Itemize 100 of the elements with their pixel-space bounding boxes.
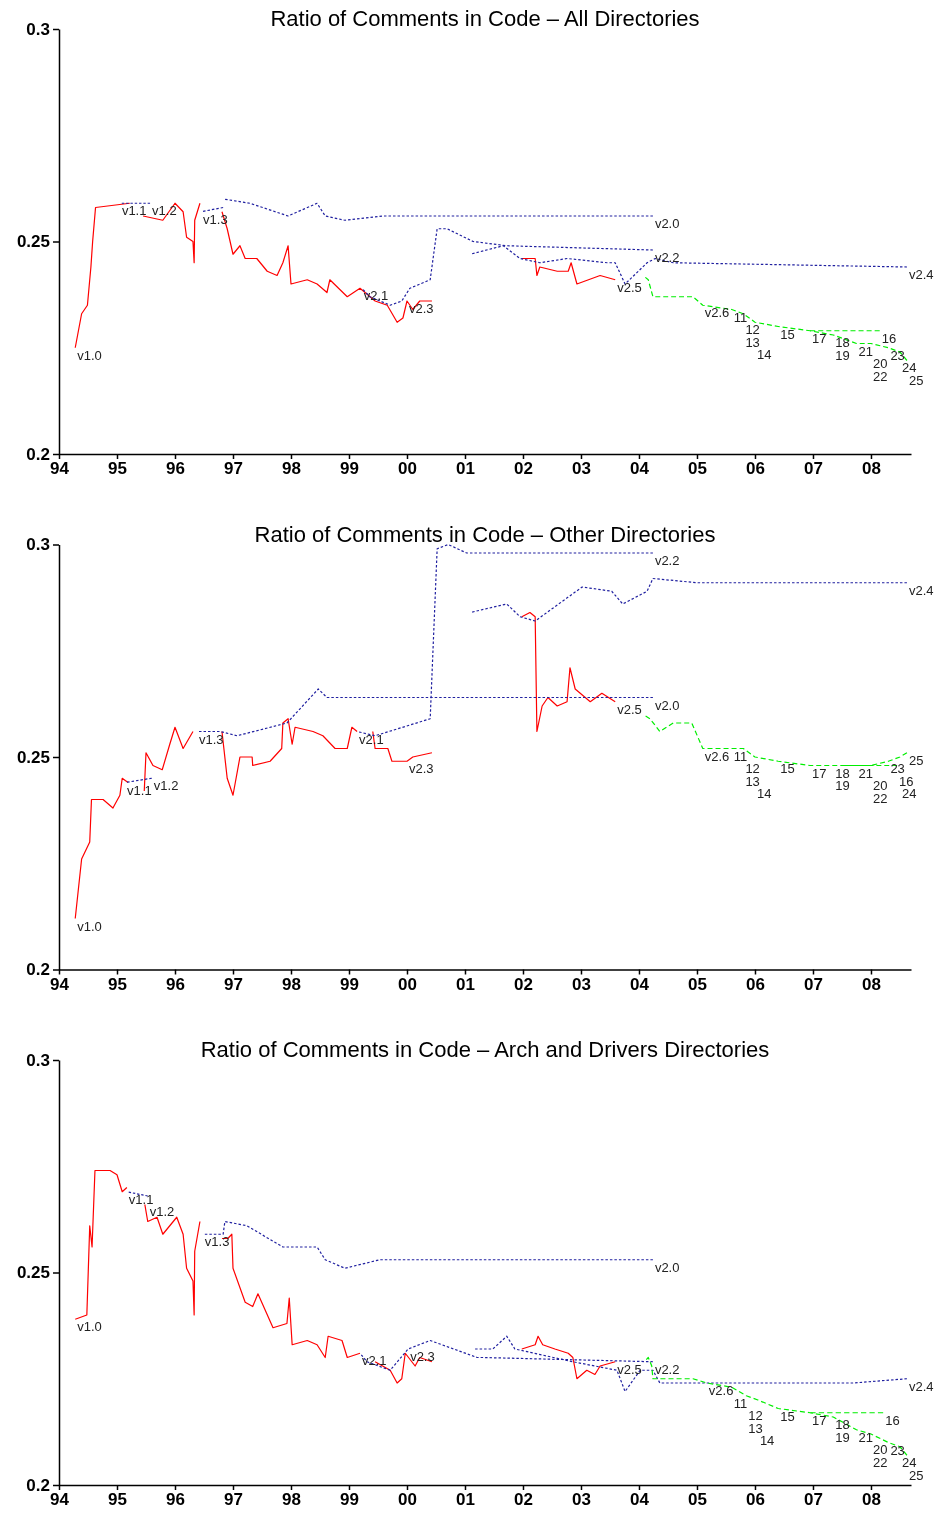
y-tick-label: 0.25 bbox=[16, 232, 50, 252]
annotation: 24 bbox=[901, 1455, 917, 1470]
x-tick-label: 08 bbox=[862, 459, 881, 479]
annotation: v2.5 bbox=[617, 279, 642, 295]
annotation: v2.2 bbox=[654, 250, 680, 265]
annotation: 17 bbox=[812, 330, 827, 346]
annotation: v2.2 bbox=[654, 1361, 680, 1377]
x-tick-label: 08 bbox=[862, 974, 881, 994]
annotation: 12 bbox=[748, 1408, 763, 1423]
annotation: v2.0 bbox=[654, 216, 680, 231]
annotation: v1.0 bbox=[77, 1319, 102, 1335]
annotation: v1.3 bbox=[204, 1234, 230, 1250]
y-tick-label: 0.3 bbox=[26, 1050, 50, 1070]
annotation: 23 bbox=[890, 1442, 905, 1458]
annotation: 17 bbox=[812, 1412, 827, 1428]
annotation: 11 bbox=[733, 309, 748, 325]
annotation: 20 bbox=[872, 778, 888, 793]
x-tick-label: 05 bbox=[688, 1490, 707, 1510]
x-tick-label: 95 bbox=[108, 1490, 127, 1510]
annotation: 25 bbox=[908, 752, 924, 768]
chart-title: Ratio of Comments in Code – Other Directories bbox=[254, 521, 716, 547]
annotation: 18 bbox=[835, 765, 850, 781]
annotation: v2.5 bbox=[617, 1361, 642, 1377]
x-tick-label: 06 bbox=[746, 459, 765, 479]
annotation: 13 bbox=[748, 1420, 763, 1436]
chart-title: Ratio of Comments in Code – All Directories bbox=[270, 6, 700, 31]
annotation: 19 bbox=[835, 1429, 850, 1445]
y-tick-label: 0.2 bbox=[26, 444, 50, 464]
x-tick-label: 05 bbox=[688, 459, 707, 479]
x-tick-label: 02 bbox=[514, 1490, 533, 1510]
x-tick-label: 05 bbox=[688, 974, 707, 994]
annotation: v2.2 bbox=[654, 553, 680, 568]
x-tick-label: 00 bbox=[398, 1490, 417, 1510]
x-tick-label: 02 bbox=[514, 974, 533, 994]
x-tick-label: 96 bbox=[166, 1490, 185, 1510]
x-tick-label: 07 bbox=[804, 974, 823, 994]
annotation: 22 bbox=[872, 368, 888, 384]
y-tick-label: 0.25 bbox=[16, 747, 50, 767]
annotation: 13 bbox=[745, 334, 760, 350]
annotation: v1.0 bbox=[77, 347, 102, 363]
annotation: 21 bbox=[858, 1429, 873, 1445]
x-tick-label: 03 bbox=[572, 1490, 591, 1510]
annotation: v2.4 bbox=[908, 1378, 934, 1394]
x-tick-label: 01 bbox=[456, 1490, 475, 1510]
x-tick-label: 04 bbox=[630, 459, 650, 479]
x-tick-label: 04 bbox=[630, 1490, 650, 1510]
x-tick-label: 99 bbox=[340, 974, 359, 994]
y-tick-label: 0.2 bbox=[26, 1475, 50, 1495]
annotation: 16 bbox=[885, 1412, 900, 1428]
annotation: 18 bbox=[835, 335, 850, 350]
annotation: 16 bbox=[881, 330, 897, 346]
annotation: 14 bbox=[759, 1433, 775, 1448]
annotation: 21 bbox=[858, 765, 873, 781]
x-tick-label: 98 bbox=[282, 1490, 301, 1510]
x-tick-label: 99 bbox=[340, 1490, 359, 1510]
annotation: 15 bbox=[780, 1408, 795, 1424]
annotation: 19 bbox=[835, 347, 850, 363]
x-tick-label: 97 bbox=[224, 974, 243, 994]
annotation: v2.6 bbox=[708, 1383, 734, 1398]
annotation: v1.1 bbox=[127, 782, 152, 798]
annotation: 18 bbox=[835, 1417, 850, 1432]
annotation: 17 bbox=[812, 765, 827, 781]
annotation: 14 bbox=[756, 786, 772, 801]
x-tick-label: 99 bbox=[340, 459, 359, 479]
annotation: 15 bbox=[780, 761, 795, 777]
annotation: 11 bbox=[733, 1395, 748, 1411]
x-tick-label: 08 bbox=[862, 1490, 881, 1510]
annotation: v2.6 bbox=[704, 748, 730, 764]
x-tick-label: 94 bbox=[50, 1490, 70, 1510]
annotation: v2.0 bbox=[654, 697, 680, 713]
x-tick-label: 06 bbox=[746, 1490, 765, 1510]
annotation: 21 bbox=[858, 343, 873, 359]
annotation: v1.3 bbox=[199, 731, 224, 747]
x-tick-label: 07 bbox=[804, 1490, 823, 1510]
y-tick-label: 0.3 bbox=[26, 19, 50, 39]
annotation: v1.2 bbox=[153, 778, 179, 794]
x-tick-label: 01 bbox=[456, 459, 475, 479]
x-tick-label: 00 bbox=[398, 974, 417, 994]
annotation: v2.3 bbox=[408, 301, 434, 316]
annotation: 23 bbox=[890, 347, 905, 363]
x-tick-label: 95 bbox=[108, 459, 127, 479]
x-tick-label: 02 bbox=[514, 459, 533, 479]
x-tick-label: 98 bbox=[282, 459, 301, 479]
annotation: 12 bbox=[745, 322, 760, 337]
y-tick-label: 0.2 bbox=[26, 960, 50, 980]
annotation: 14 bbox=[756, 347, 772, 362]
annotation: 19 bbox=[835, 778, 850, 793]
x-tick-label: 04 bbox=[630, 974, 650, 994]
x-tick-label: 94 bbox=[50, 974, 70, 994]
x-tick-label: 01 bbox=[456, 974, 475, 994]
annotation: v2.6 bbox=[704, 305, 730, 321]
annotation: 25 bbox=[908, 1467, 924, 1483]
annotation: 15 bbox=[780, 326, 795, 342]
annotation: v2.5 bbox=[617, 701, 642, 717]
x-tick-label: 95 bbox=[108, 974, 127, 994]
x-tick-label: 03 bbox=[572, 974, 591, 994]
x-tick-label: 94 bbox=[50, 459, 70, 479]
annotation: 20 bbox=[872, 356, 888, 371]
x-tick-label: 96 bbox=[166, 974, 185, 994]
annotation: v1.1 bbox=[121, 203, 147, 219]
